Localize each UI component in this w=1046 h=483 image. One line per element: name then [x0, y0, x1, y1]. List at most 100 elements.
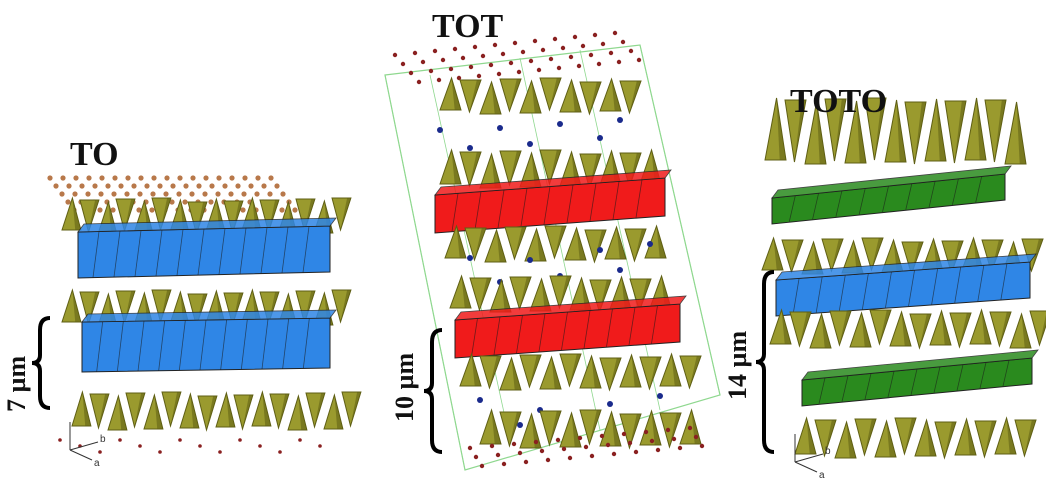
octahedral-sheet-edge [864, 373, 872, 400]
surface-atom [111, 191, 117, 197]
tetrahedron-shade [118, 396, 127, 430]
interlayer-cation [532, 38, 538, 44]
interlayer-cation [633, 449, 639, 455]
tetrahedron-shade [232, 293, 243, 325]
octahedral-sheet-edge [792, 278, 800, 315]
interlayer-cation [508, 60, 514, 66]
tetrahedron-shade [531, 414, 541, 448]
tetrahedron-shade [991, 240, 1003, 272]
interlayer-cation [555, 437, 561, 443]
interlayer-cation [392, 52, 398, 58]
tetrahedron-shade [976, 98, 986, 160]
surface-atom [170, 183, 176, 189]
surface-atom [274, 183, 280, 189]
tetrahedron-shade [901, 312, 911, 346]
annotation-overlay [31, 270, 775, 454]
surface-atom [149, 207, 155, 213]
octahedral-sheet-edge [861, 273, 869, 310]
interlayer-cation [496, 71, 502, 77]
hydroxyl-atom [477, 397, 483, 403]
interlayer-cation [488, 62, 494, 68]
octahedral-sheet-edge [240, 319, 248, 370]
octahedral-sheet-edge [815, 276, 823, 313]
hydroxyl-atom [557, 121, 563, 127]
interlayer-atom [318, 444, 322, 448]
octahedral-sheet-edge [282, 318, 290, 369]
octahedral-sheet-top [77, 217, 337, 233]
interlayer-cation [476, 73, 482, 79]
octahedral-sheet-edge [952, 178, 959, 205]
surface-atom [202, 191, 208, 197]
tetrahedron-shade [170, 392, 181, 426]
unit-cell-edge [384, 74, 466, 471]
to-structure-panel: ba [47, 175, 362, 469]
tetrahedron-shade [461, 276, 471, 308]
octahedral-sheet-edge [178, 320, 186, 371]
tetrahedron-shade [350, 392, 361, 426]
octahedral-sheet-edge [606, 308, 613, 347]
tetrahedron-shade [904, 418, 916, 454]
toto-spacing-brace [755, 270, 775, 454]
interlayer-cation [621, 431, 627, 437]
tetrahedron-shade [689, 356, 701, 388]
tetrahedron-shade [489, 356, 501, 388]
surface-atom [59, 191, 65, 197]
octahedral-sheet-edge [812, 193, 819, 220]
tetrahedron-shade [278, 394, 289, 428]
interlayer-cation [492, 42, 498, 48]
hydroxyl-atom [467, 145, 473, 151]
octahedral-sheet-edge [451, 193, 459, 232]
tetrahedron-shade [839, 311, 851, 345]
tetrahedron-shade [451, 150, 461, 184]
tetrahedron-shade [226, 393, 235, 427]
surface-atom [242, 175, 248, 181]
surface-atom [248, 183, 254, 189]
tetrahedron-shade [242, 395, 253, 429]
interlayer-cation [605, 442, 611, 448]
tetrahedron-shade [951, 241, 963, 273]
interlayer-cation [500, 51, 506, 57]
octahedral-sheet-edge [977, 265, 985, 302]
tetrahedron-shade [981, 310, 991, 344]
surface-atom [169, 199, 175, 205]
octahedral-sheet-edge [858, 188, 866, 215]
interlayer-atom [158, 450, 162, 454]
tetrahedron-shade [1031, 239, 1043, 271]
interlayer-cation [576, 63, 582, 69]
interlayer-cation [517, 450, 523, 456]
interlayer-cation [472, 44, 478, 50]
octahedral-sheet-edge [538, 313, 546, 352]
octahedral-sheet-edge [979, 362, 987, 389]
tetrahedron-shade [871, 238, 883, 270]
toto-axis-a [794, 461, 818, 473]
tetrahedron-shade [160, 290, 171, 322]
surface-atom [268, 175, 274, 181]
octahedral-sheet-edge [975, 176, 983, 203]
hydroxyl-atom [467, 255, 473, 261]
surface-atom [280, 191, 286, 197]
octahedral-sheet-edge [954, 266, 962, 303]
surface-atom [85, 191, 91, 197]
tot-layer-spacing-label: 10 µm [390, 352, 419, 422]
interlayer-cation [516, 69, 522, 75]
surface-atom [255, 175, 261, 181]
octahedral-sheet-top [434, 169, 672, 196]
tetrahedron-shade [973, 238, 983, 270]
surface-atom [176, 191, 182, 197]
interlayer-cation [432, 48, 438, 54]
interlayer-cation [545, 457, 551, 463]
octahedral-sheet-top [775, 253, 1037, 281]
surface-atom [261, 183, 267, 189]
octahedral-sheet-edge [520, 188, 528, 227]
tetrahedron-shade [509, 412, 521, 446]
interlayer-cation [616, 59, 622, 65]
octahedral-sheet-edge [561, 311, 568, 351]
octahedral-sheet-edge [474, 191, 482, 230]
octahedral-sheet-edge [493, 316, 501, 355]
interlayer-cation [567, 455, 573, 461]
interlayer-cation [599, 433, 605, 439]
surface-atom [222, 183, 228, 189]
interlayer-atom [118, 438, 122, 442]
surface-atom [177, 175, 183, 181]
tetrahedron-shade [966, 419, 976, 455]
